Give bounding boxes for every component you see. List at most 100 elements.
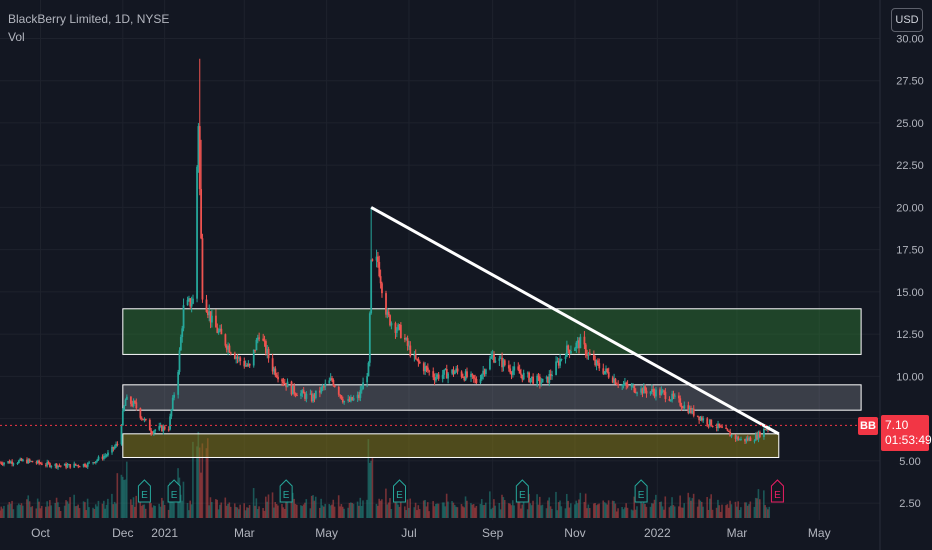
volume-bar xyxy=(3,505,5,518)
earnings-marker[interactable] xyxy=(393,479,407,503)
candle-body xyxy=(200,189,203,239)
candle-body xyxy=(266,349,269,354)
candle-body xyxy=(680,405,683,408)
volume-bar xyxy=(294,503,297,518)
candle-body xyxy=(331,378,333,381)
volume-bar xyxy=(595,505,598,518)
candle-body xyxy=(378,261,381,277)
candle-body xyxy=(567,345,570,350)
candle-body xyxy=(632,385,634,387)
volume-bar xyxy=(337,495,340,518)
volume-bar xyxy=(630,509,633,518)
candle-body xyxy=(3,462,5,465)
candle-body xyxy=(84,463,86,467)
volume-bar xyxy=(463,507,465,518)
support-zone[interactable] xyxy=(122,433,780,458)
bar-countdown: 01:53:49 xyxy=(885,433,932,447)
candle-body xyxy=(386,311,389,315)
candle-body xyxy=(239,357,242,361)
resistance-zone[interactable] xyxy=(122,308,862,355)
volume-bar xyxy=(236,507,239,518)
candle-body xyxy=(19,458,22,461)
volume-bar xyxy=(341,506,344,518)
candle-body xyxy=(691,408,694,414)
volume-bar xyxy=(216,499,219,518)
candle-body xyxy=(649,391,652,394)
volume-bar xyxy=(679,495,681,518)
candle-body xyxy=(205,299,208,313)
volume-bar xyxy=(721,504,723,518)
volume-bar xyxy=(375,503,378,518)
candle-body xyxy=(576,340,579,343)
candle-body xyxy=(426,367,429,371)
volume-bar xyxy=(84,502,86,518)
candle-body xyxy=(455,368,458,372)
candle-body xyxy=(74,463,77,466)
volume-bar xyxy=(263,510,266,518)
candle-body xyxy=(399,324,402,338)
earnings-marker[interactable] xyxy=(167,479,181,503)
volume-bar xyxy=(709,498,711,518)
candle-body xyxy=(605,368,607,372)
earnings-marker[interactable] xyxy=(770,479,784,503)
candle-body xyxy=(208,311,211,316)
candle-body xyxy=(135,402,138,409)
volume-label[interactable]: Vol xyxy=(8,30,25,44)
volume-bar xyxy=(351,502,353,518)
pivot-zone[interactable] xyxy=(122,384,862,411)
volume-bar xyxy=(235,506,237,518)
volume-bar xyxy=(470,503,472,518)
earnings-marker[interactable] xyxy=(137,479,151,503)
candle-body xyxy=(111,446,113,453)
candle-body xyxy=(480,374,483,380)
volume-bar xyxy=(424,499,426,518)
volume-bar xyxy=(702,506,704,518)
x-tick-label: Nov xyxy=(564,526,585,540)
candle-body xyxy=(652,389,655,392)
x-tick-label: Jul xyxy=(401,526,416,540)
volume-bar xyxy=(764,505,766,518)
y-tick-label: 5.00 xyxy=(899,456,920,468)
volume-bar xyxy=(414,502,417,518)
volume-bar xyxy=(120,474,123,518)
volume-bar xyxy=(69,497,71,518)
candle-body xyxy=(594,359,597,366)
volume-bar xyxy=(227,503,229,518)
candle-body xyxy=(541,378,544,383)
candle-body xyxy=(12,463,15,465)
volume-bar xyxy=(530,505,533,518)
y-tick-label: 17.50 xyxy=(896,245,924,257)
earnings-marker[interactable] xyxy=(279,479,293,503)
volume-bar xyxy=(663,509,665,518)
volume-bar xyxy=(170,497,173,518)
earnings-marker[interactable] xyxy=(634,479,648,503)
candle-body xyxy=(148,419,151,431)
currency-button[interactable]: USD xyxy=(891,8,923,32)
candle-body xyxy=(302,390,305,394)
candle-body xyxy=(46,462,49,466)
candle-body xyxy=(395,329,398,333)
candle-body xyxy=(715,426,718,428)
candle-body xyxy=(8,461,11,464)
candle-body xyxy=(595,360,598,366)
candle-body xyxy=(31,460,34,463)
trendline[interactable] xyxy=(370,206,780,436)
volume-bar xyxy=(404,506,406,518)
candle-body xyxy=(224,334,227,346)
symbol-title[interactable]: BlackBerry Limited, 1D, NYSE xyxy=(8,12,170,26)
volume-bar xyxy=(710,494,712,518)
candle-body xyxy=(418,361,421,364)
earnings-marker[interactable] xyxy=(515,479,529,503)
candle-body xyxy=(451,369,454,374)
candle-body xyxy=(125,396,128,400)
volume-bar xyxy=(267,494,270,518)
candle-body xyxy=(368,313,371,363)
volume-bar xyxy=(479,503,482,518)
volume-bar xyxy=(576,503,579,518)
candle-body xyxy=(161,425,163,432)
candle-body xyxy=(746,438,749,441)
candle-body xyxy=(22,459,24,461)
candle-body xyxy=(381,283,383,294)
candle-body xyxy=(49,463,51,467)
